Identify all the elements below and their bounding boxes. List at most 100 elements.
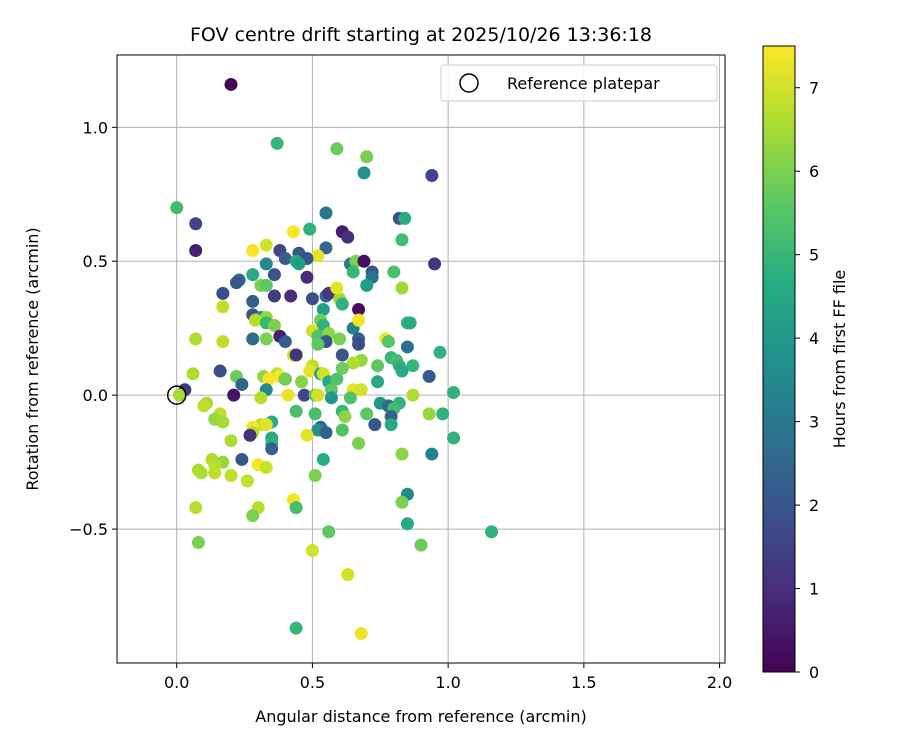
data-point [267, 319, 281, 333]
data-point [335, 423, 349, 437]
data-point [346, 265, 360, 279]
data-point [371, 375, 385, 389]
data-point [352, 436, 366, 450]
colorbar-tick-label: 0 [809, 663, 819, 682]
x-tick-label: 0.0 [164, 673, 189, 692]
data-point [224, 434, 238, 448]
data-point [384, 418, 398, 432]
data-point [406, 388, 420, 402]
data-point [191, 535, 205, 549]
data-point [194, 466, 208, 480]
colorbar-gradient [762, 45, 796, 673]
data-point [303, 222, 317, 236]
data-point [216, 335, 230, 349]
data-point [311, 337, 325, 351]
x-axis-label: Angular distance from reference (arcmin) [255, 707, 586, 726]
data-point [357, 166, 371, 180]
data-point [278, 252, 292, 266]
data-point [316, 302, 330, 316]
x-axis-ticks: 0.0 0.5 1.0 1.5 2.0 [164, 663, 732, 692]
data-point [262, 372, 276, 386]
data-point [208, 466, 222, 480]
colorbar-label: Hours from first FF file [830, 270, 849, 449]
data-point [303, 364, 317, 378]
data-point [189, 244, 203, 258]
data-point [371, 359, 385, 373]
data-point [292, 257, 306, 271]
data-point [428, 257, 442, 271]
data-point [395, 364, 409, 378]
data-point [297, 388, 311, 402]
data-point [414, 538, 428, 552]
data-point [311, 388, 325, 402]
data-point [213, 364, 227, 378]
x-tick-label: 1.0 [435, 673, 460, 692]
plot-frame [116, 54, 726, 664]
data-point [235, 377, 249, 391]
data-point [433, 345, 447, 359]
data-point [246, 332, 260, 346]
data-point [403, 316, 417, 330]
data-point [400, 517, 414, 531]
data-point [311, 249, 325, 263]
data-point [330, 372, 344, 386]
colorbar-tick-label: 7 [809, 79, 819, 98]
data-point [186, 367, 200, 381]
data-point [216, 286, 230, 300]
y-tick-label: 0.0 [83, 386, 108, 405]
data-point [254, 391, 268, 405]
data-point [246, 268, 260, 282]
data-point [341, 568, 355, 582]
data-point [357, 254, 371, 268]
data-point [346, 356, 360, 370]
data-point [335, 348, 349, 362]
data-point [368, 418, 382, 432]
data-point [246, 294, 260, 308]
y-axis-ticks: −0.5 0.0 0.5 1.0 [69, 118, 117, 539]
data-point [170, 201, 184, 215]
data-point [281, 388, 295, 402]
data-point [322, 525, 336, 539]
data-point [295, 375, 309, 389]
data-point [447, 385, 461, 399]
x-tick-label: 0.5 [300, 673, 325, 692]
data-point [267, 289, 281, 303]
data-point [360, 278, 374, 292]
data-point [360, 407, 374, 421]
legend-box [440, 64, 718, 102]
data-point [289, 501, 303, 515]
data-point [400, 340, 414, 354]
data-point [422, 369, 436, 383]
data-point [305, 544, 319, 558]
data-point [265, 442, 279, 456]
data-point [447, 431, 461, 445]
data-point [333, 332, 347, 346]
data-point [352, 337, 366, 351]
colorbar-tick-label: 1 [809, 580, 819, 599]
colorbar-tick-label: 3 [809, 413, 819, 432]
data-point [248, 313, 262, 327]
data-point [316, 452, 330, 466]
data-point [425, 169, 439, 183]
data-point [387, 265, 401, 279]
data-point [259, 278, 273, 292]
data-point [286, 225, 300, 239]
data-point [216, 300, 230, 314]
data-point [319, 206, 333, 220]
data-point [425, 447, 439, 461]
data-point [259, 332, 273, 346]
data-point [289, 621, 303, 635]
data-point [270, 136, 284, 150]
legend: Reference platepar [440, 64, 718, 102]
data-point [308, 407, 322, 421]
colorbar: 0 1 2 3 4 5 6 7 Hours from first FF file [762, 45, 849, 682]
data-point [319, 426, 333, 440]
data-point [330, 142, 344, 156]
data-point [354, 627, 368, 641]
data-point [330, 281, 344, 295]
legend-reference-marker [459, 73, 479, 93]
data-point [406, 359, 420, 373]
data-point [189, 332, 203, 346]
data-point [172, 388, 186, 402]
data-point [189, 217, 203, 231]
